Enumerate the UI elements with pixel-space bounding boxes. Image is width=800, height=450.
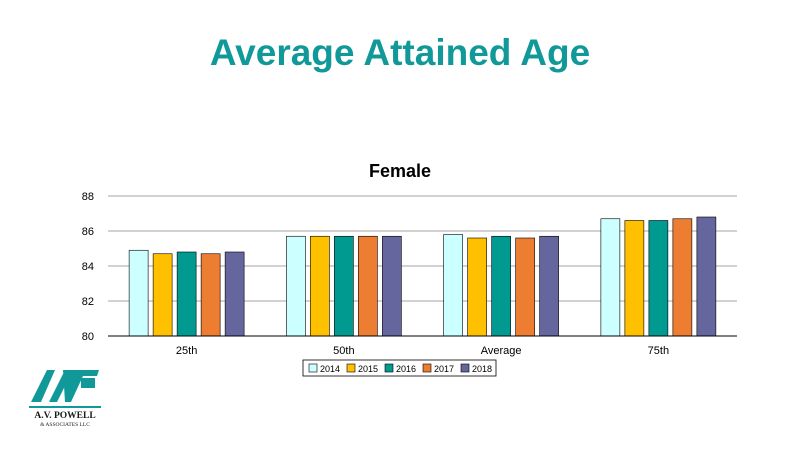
y-tick-label: 88 — [82, 191, 94, 203]
y-tick-label: 82 — [82, 296, 94, 308]
bar-2017-50th — [358, 235, 378, 337]
svg-text:A.V. POWELL: A.V. POWELL — [34, 411, 95, 421]
bar-2018-average — [539, 235, 559, 337]
x-tick-label: Average — [481, 345, 522, 357]
legend-label-2016: 2016 — [396, 364, 416, 374]
bar-2015-50th — [310, 235, 330, 337]
legend-label-2017: 2017 — [434, 364, 454, 374]
legend-label-2014: 2014 — [320, 364, 340, 374]
bar-2016-50th — [334, 235, 354, 337]
legend-swatch-2015 — [346, 363, 356, 373]
legend-swatch-2014 — [308, 363, 318, 373]
bar-2017-average — [515, 237, 535, 337]
bar-2015-average — [467, 237, 487, 337]
bar-2014-75th — [600, 218, 621, 337]
bar-2018-50th — [382, 235, 402, 337]
slide-title: Average Attained Age — [209, 32, 591, 73]
bar-2017-75th — [672, 218, 693, 337]
y-tick-label: 86 — [82, 226, 94, 238]
bar-2017-25th — [200, 253, 221, 337]
bar-2016-25th — [176, 251, 197, 337]
svg-text:& ASSOCIATES LLC: & ASSOCIATES LLC — [40, 422, 90, 428]
bar-2018-75th — [696, 216, 717, 337]
x-tick-label: 25th — [176, 345, 197, 357]
y-tick-label: 84 — [82, 261, 94, 273]
legend-swatch-2018 — [460, 363, 470, 373]
legend-swatch-2016 — [384, 363, 394, 373]
bar-2016-average — [491, 235, 511, 337]
legend-label-2015: 2015 — [358, 364, 378, 374]
bar-2015-75th — [624, 220, 645, 337]
x-tick-label: 75th — [648, 345, 669, 357]
bar-2018-25th — [224, 251, 245, 337]
bar-2014-50th — [286, 235, 306, 337]
bar-2014-25th — [128, 249, 149, 337]
y-tick-label: 80 — [82, 331, 94, 343]
bar-2016-75th — [648, 220, 669, 337]
company-logo: A.V. POWELL & ASSOCIATES LLC — [29, 370, 101, 428]
legend-label-2018: 2018 — [472, 364, 492, 374]
chart-title: Female — [369, 161, 431, 181]
legend-swatch-2017 — [422, 363, 432, 373]
bar-2015-25th — [152, 253, 173, 337]
bar-2014-average — [443, 234, 463, 337]
x-tick-label: 50th — [333, 345, 354, 357]
